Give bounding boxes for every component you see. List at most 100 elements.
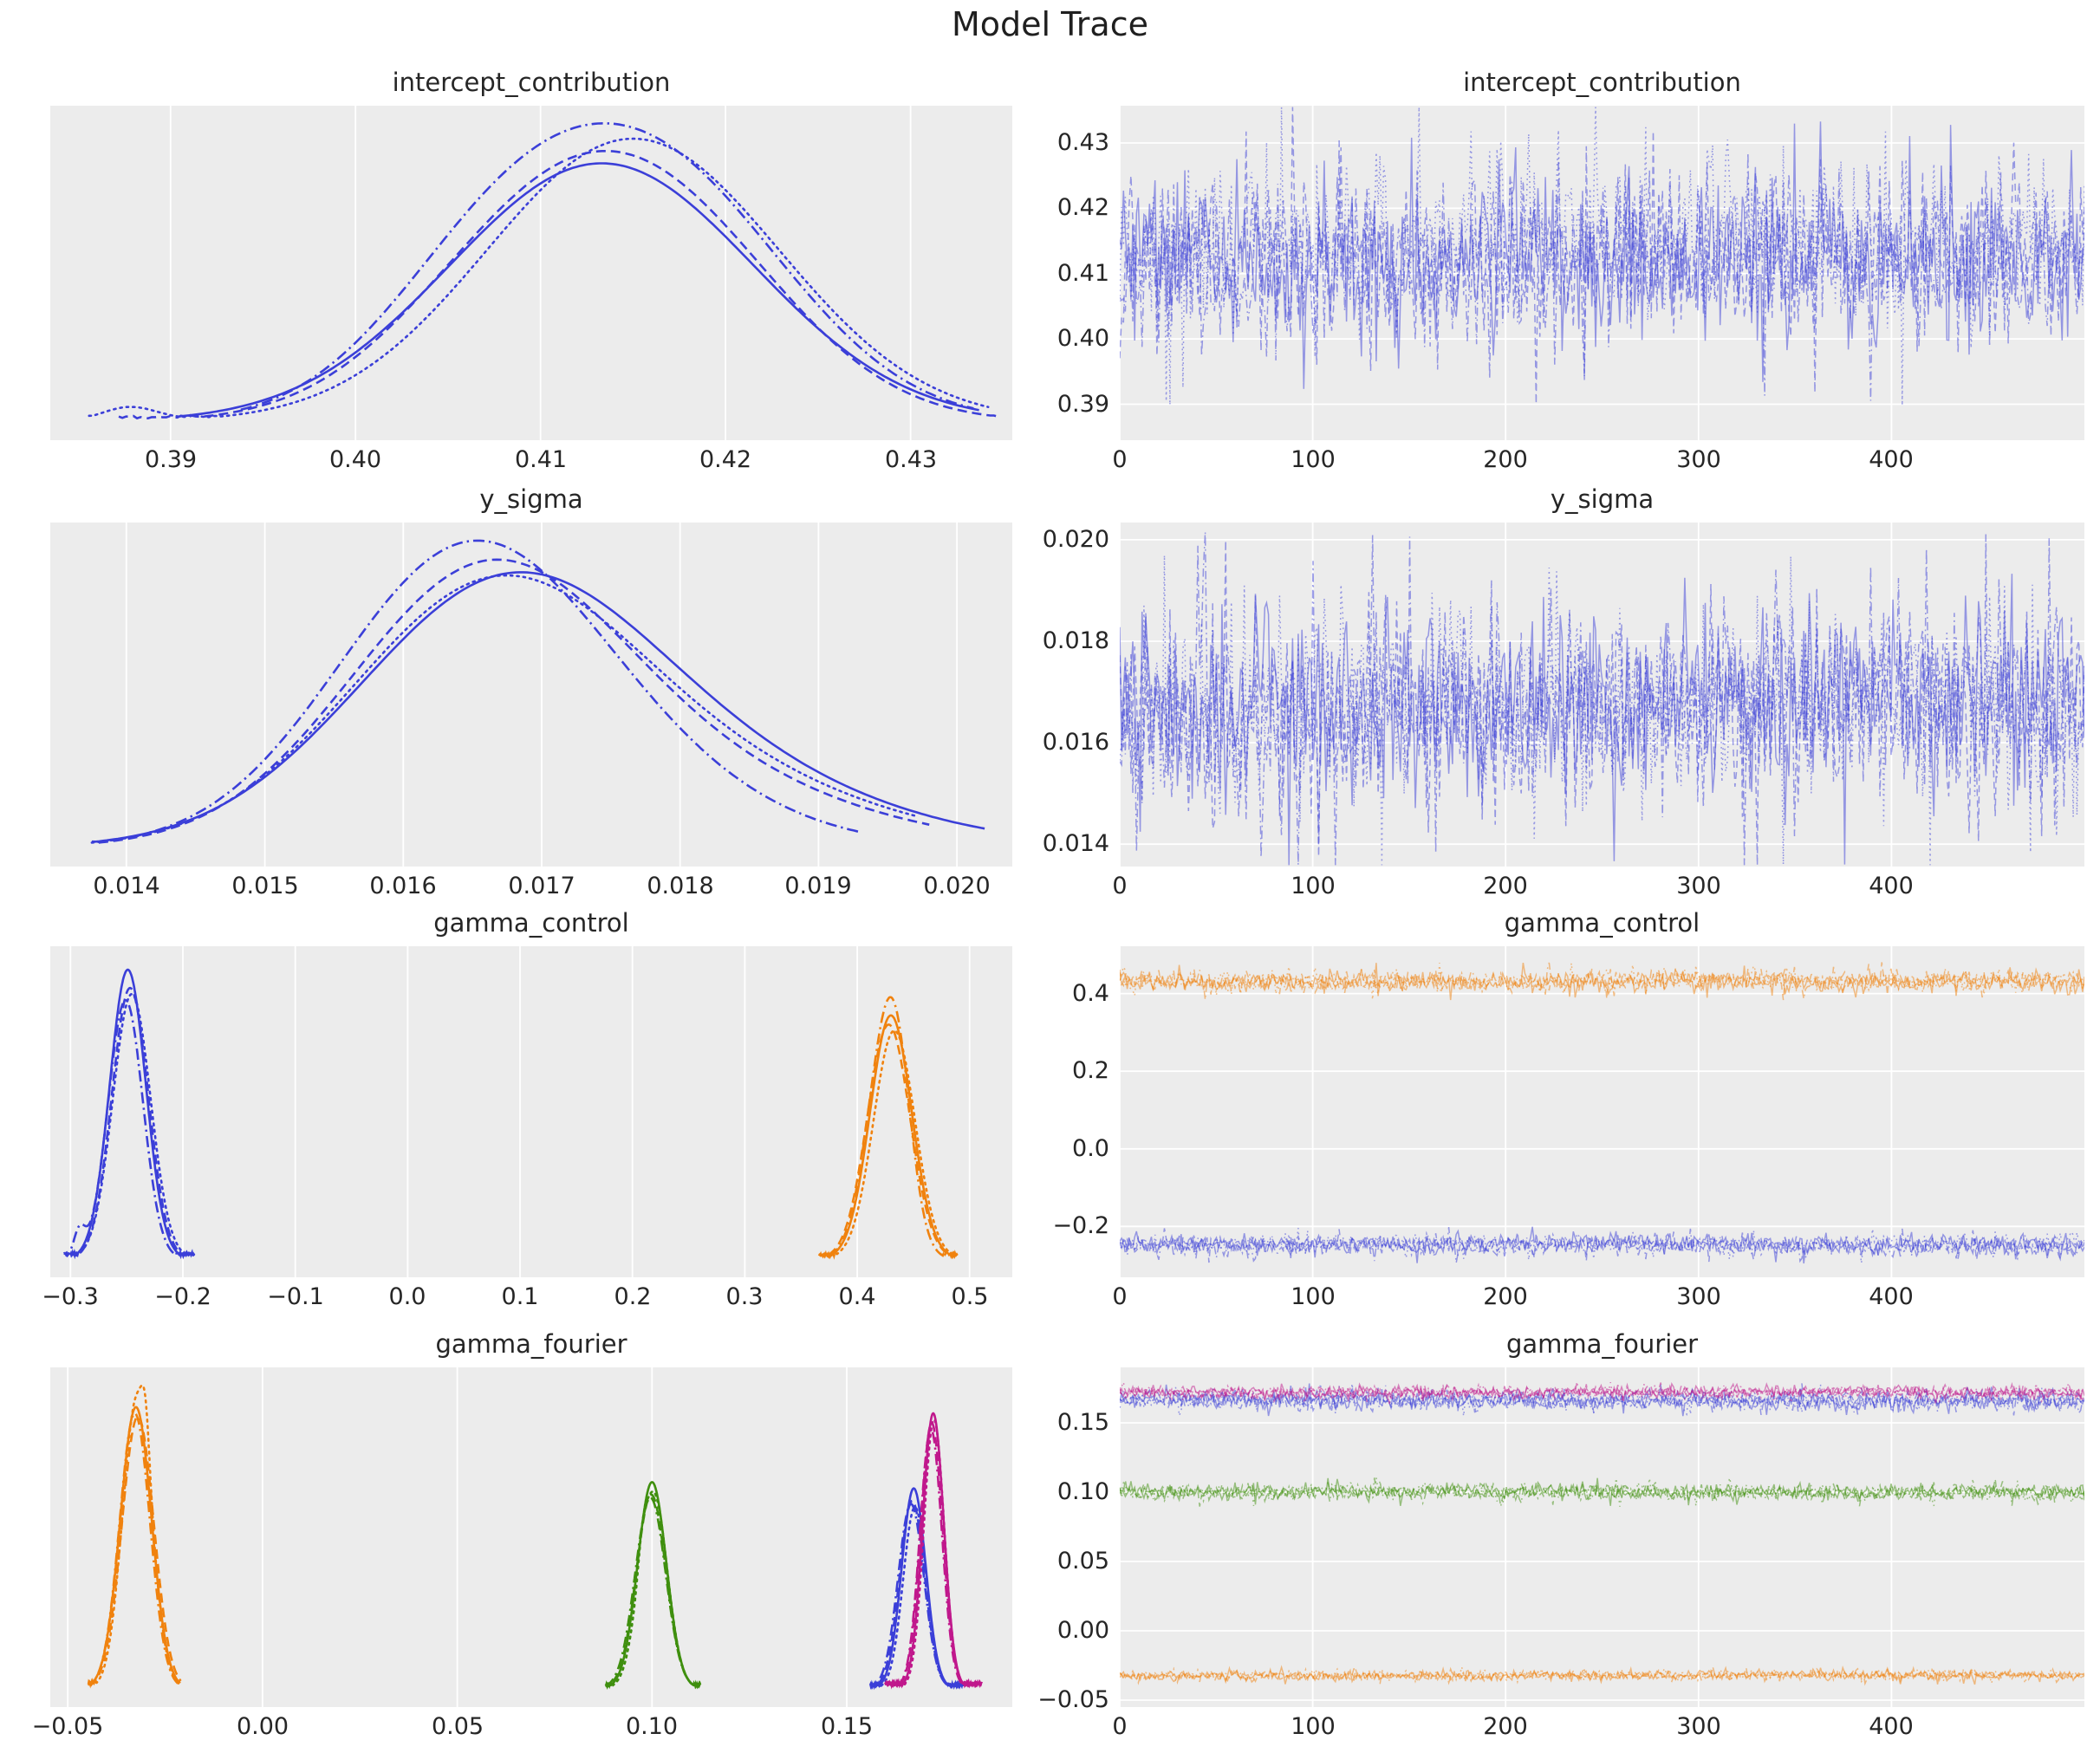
y-tick-label: 0.43	[1057, 129, 1109, 156]
x-tick-label: 0	[1112, 1283, 1128, 1310]
kde-curve-blue-solid	[91, 571, 985, 843]
x-tick-label: 0.15	[820, 1713, 874, 1740]
trace-line-green-dash-dot	[1120, 1477, 2084, 1507]
trace-line-magenta-dashed	[1120, 1381, 2084, 1404]
x-tick-label: 100	[1291, 446, 1336, 473]
subplot-title-kde-y_sigma: y_sigma	[479, 484, 583, 514]
kde-curve-blue-dash-dot	[868, 1503, 962, 1691]
kde-curve-orange-solid	[88, 1406, 181, 1689]
trace-line-blue-dash-dot	[1120, 531, 2084, 866]
kde-curve-orange-dash-dot	[817, 996, 953, 1260]
kde-curve-blue-dashed	[98, 558, 930, 844]
y-tick-label: 0.020	[1042, 526, 1109, 553]
x-tick-label: 100	[1291, 873, 1336, 899]
kde-curve-blue-dashed	[118, 150, 998, 420]
x-tick-label: 0.05	[431, 1713, 484, 1740]
y-tick-label: 0.2	[1072, 1057, 1109, 1084]
y-tick-label: −0.2	[1052, 1212, 1109, 1239]
x-tick-label: 0	[1112, 1713, 1128, 1740]
y-tick-label: 0.014	[1042, 830, 1109, 857]
plot-canvas-trace-gamma_control	[1120, 946, 2084, 1277]
kde-curve-orange-solid	[822, 1014, 958, 1260]
x-tick-label: 400	[1869, 1283, 1914, 1310]
x-tick-label: 0.017	[508, 873, 575, 899]
kde-curve-blue-dotted	[88, 137, 990, 419]
x-tick-label: 200	[1483, 1283, 1528, 1310]
plot-canvas-trace-gamma_fourier	[1120, 1367, 2084, 1707]
x-tick-label: 0.42	[699, 446, 752, 473]
x-tick-label: 100	[1291, 1283, 1336, 1310]
subplot-title-kde-gamma_fourier: gamma_fourier	[435, 1329, 627, 1359]
x-tick-label: 0.43	[884, 446, 938, 473]
kde-curve-blue-dotted	[74, 992, 196, 1261]
y-tick-label: 0.018	[1042, 627, 1109, 654]
x-tick-label: 300	[1676, 1713, 1721, 1740]
y-tick-label: 0.016	[1042, 729, 1109, 756]
plot-canvas-kde-gamma_control	[62, 946, 971, 1277]
x-tick-label: −0.2	[154, 1283, 211, 1310]
plot-canvas-trace-y_sigma	[1120, 523, 2084, 867]
y-tick-label: 0.39	[1057, 391, 1109, 418]
kde-curve-blue-solid	[69, 968, 192, 1260]
kde-curve-green-dash-dot	[605, 1497, 701, 1690]
x-tick-label: 200	[1483, 1713, 1528, 1740]
x-tick-label: 0.5	[951, 1283, 989, 1310]
x-tick-label: 0.00	[236, 1713, 289, 1740]
plot-area-trace-gamma_fourier	[1120, 1367, 2084, 1707]
trace-line-blue-dash-dot	[1120, 140, 2084, 401]
subplot-title-trace-intercept_contribution: intercept_contribution	[1463, 68, 1741, 97]
plot-canvas-kde-y_sigma	[90, 523, 985, 867]
y-tick-label: 0.41	[1057, 260, 1109, 287]
x-tick-label: 0.41	[514, 446, 568, 473]
x-tick-label: −0.3	[42, 1283, 99, 1310]
trace-line-blue-dotted	[1120, 1383, 2084, 1417]
x-tick-label: 0.39	[144, 446, 198, 473]
subplot-title-kde-intercept_contribution: intercept_contribution	[392, 68, 671, 97]
kde-curve-orange-dotted	[90, 1384, 180, 1688]
trace-line-blue-dashed	[1120, 540, 2084, 866]
x-tick-label: 400	[1869, 446, 1914, 473]
y-tick-label: 0.05	[1057, 1548, 1109, 1574]
x-tick-label: 0.018	[647, 873, 714, 899]
kde-curve-blue-solid	[179, 162, 979, 418]
kde-curve-orange-dashed	[89, 1415, 182, 1686]
y-tick-label: 0.42	[1057, 194, 1109, 221]
trace-line-magenta-dash-dot	[1120, 1381, 2084, 1405]
plot-area-trace-y_sigma	[1120, 523, 2084, 867]
plot-area-kde-y_sigma	[50, 523, 1012, 867]
kde-curve-blue-dotted	[90, 574, 917, 844]
x-tick-label: 0.0	[388, 1283, 426, 1310]
x-tick-label: 200	[1483, 446, 1528, 473]
plot-area-trace-intercept_contribution	[1120, 106, 2084, 440]
kde-curve-green-dotted	[607, 1490, 699, 1690]
x-tick-label: 0.4	[838, 1283, 876, 1310]
kde-curve-blue-dashed	[71, 986, 194, 1260]
x-tick-label: −0.1	[267, 1283, 324, 1310]
kde-curve-green-solid	[606, 1481, 702, 1690]
subplot-title-kde-gamma_control: gamma_control	[433, 908, 629, 938]
y-tick-label: 0.10	[1057, 1478, 1109, 1505]
y-tick-label: −0.05	[1037, 1686, 1109, 1713]
x-tick-label: 0.019	[784, 873, 852, 899]
x-tick-label: 300	[1676, 446, 1721, 473]
plot-area-trace-gamma_control	[1120, 946, 2084, 1277]
x-tick-label: −0.05	[31, 1713, 104, 1740]
trace-line-green-dashed	[1120, 1478, 2084, 1507]
x-tick-label: 0.015	[231, 873, 299, 899]
kde-curve-blue-dash-dot	[240, 121, 974, 412]
x-tick-label: 200	[1483, 873, 1528, 899]
kde-curve-magenta-dash-dot	[884, 1427, 981, 1690]
x-tick-label: 0.3	[725, 1283, 764, 1310]
x-tick-label: 0.014	[93, 873, 160, 899]
x-tick-label: 0.020	[923, 873, 991, 899]
plot-area-kde-gamma_fourier	[50, 1367, 1012, 1707]
x-tick-label: 300	[1676, 1283, 1721, 1310]
x-tick-label: 0	[1112, 873, 1128, 899]
subplot-title-trace-gamma_control: gamma_control	[1504, 908, 1700, 938]
trace-line-orange-dotted	[1120, 962, 2084, 1000]
kde-curve-green-dashed	[604, 1493, 699, 1691]
trace-line-blue-dashed	[1120, 1228, 2084, 1263]
x-tick-label: 0.2	[614, 1283, 652, 1310]
kde-curve-orange-dashed	[820, 1023, 955, 1260]
x-tick-label: 300	[1676, 873, 1721, 899]
